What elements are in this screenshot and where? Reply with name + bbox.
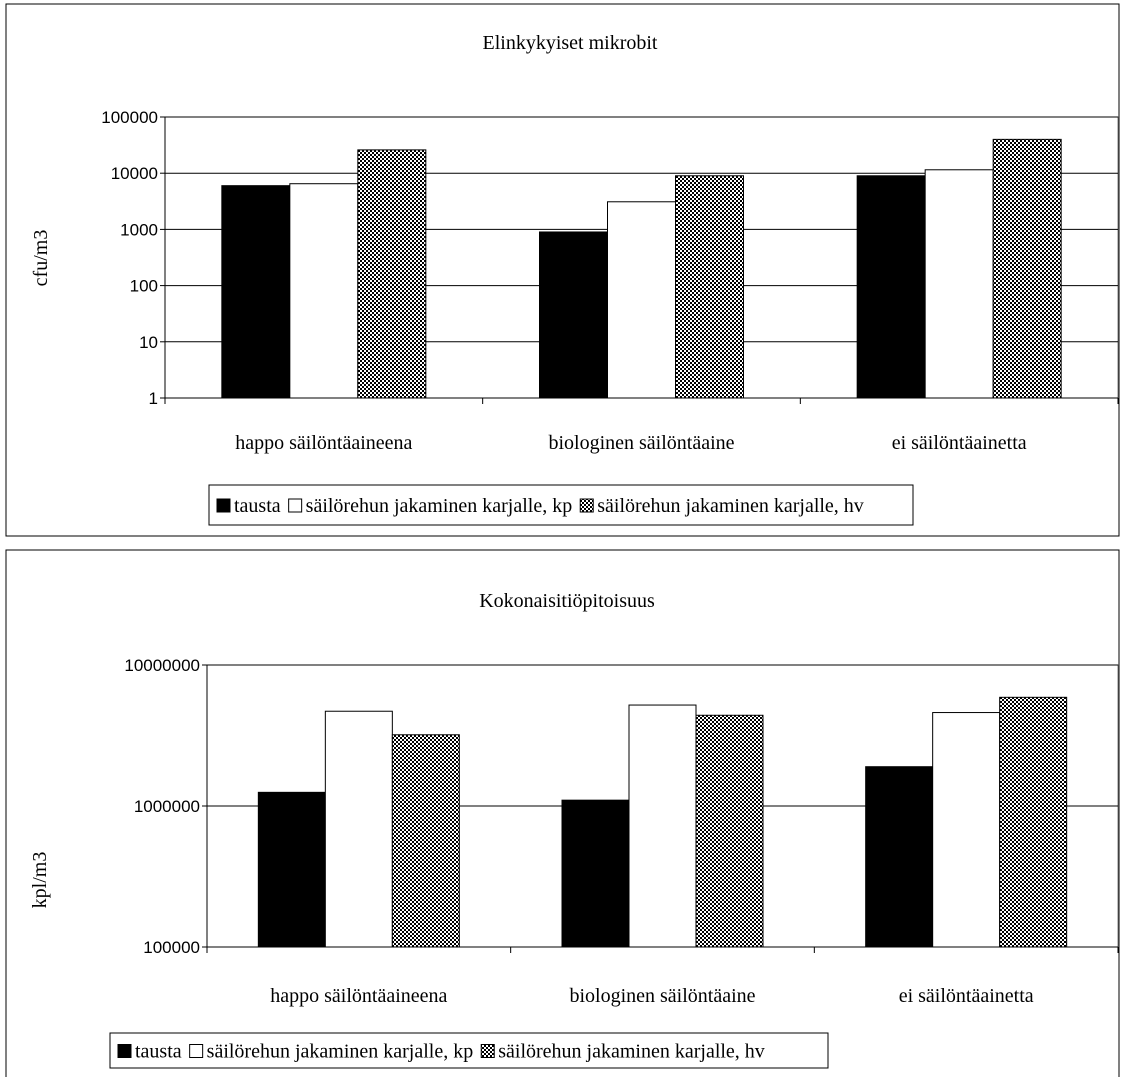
y-tick-label: 1000000 xyxy=(134,797,200,816)
bar-3-3 xyxy=(992,138,1062,399)
y-tick-label: 10 xyxy=(139,333,158,352)
bar-3-1 xyxy=(391,734,460,948)
legend-label: säilörehun jakaminen karjalle, kp xyxy=(207,1041,474,1063)
legend-swatch xyxy=(189,1044,204,1058)
bar-1-2 xyxy=(561,799,630,948)
bar-2-1 xyxy=(324,710,393,948)
y-tick-label: 1 xyxy=(149,389,158,408)
plot-area: 1 10 100 1000 10000 100000 happo säilöntäainee… xyxy=(101,108,1119,454)
y-axis-label: kpl/m3 xyxy=(29,852,51,909)
bar-2-2 xyxy=(628,704,697,948)
bar-2-3 xyxy=(924,169,994,399)
category-label: biologinen säilöntäaine xyxy=(548,432,734,454)
legend-box xyxy=(109,1032,829,1069)
chart-spores: Kokonaisitiöpitoisuus kpl/m3 10000010000… xyxy=(5,549,1120,1077)
legend-label: säilörehun jakaminen karjalle, hv xyxy=(498,1041,765,1063)
legend-label: säilörehun jakaminen karjalle, hv xyxy=(597,495,864,517)
category-label: ei säilöntäainetta xyxy=(899,985,1034,1007)
legend: tausta säilörehun jakaminen karjalle, kp s… xyxy=(208,484,914,526)
bar-1-2 xyxy=(539,231,608,399)
legend-label: tausta xyxy=(135,1041,182,1063)
category-label: biologinen säilöntäaine xyxy=(569,985,755,1007)
legend-swatch xyxy=(216,498,231,513)
chart-panel-microbes: Elinkykyiset mikrobit cfu/m3 1 10 100 1000 1… xyxy=(5,3,1120,537)
y-tick-label: 10000000 xyxy=(124,656,200,675)
category-label: happo säilöntäaineena xyxy=(235,432,412,454)
legend-swatch xyxy=(288,498,303,513)
bar-2-2 xyxy=(607,201,676,399)
legend-swatch xyxy=(579,498,594,513)
bar-3-2 xyxy=(695,714,764,948)
legend-swatch xyxy=(117,1044,132,1058)
bar-1-3 xyxy=(865,766,934,948)
category-label: happo säilöntäaineena xyxy=(270,985,447,1007)
y-tick-label: 100 xyxy=(130,277,158,296)
bar-1-1 xyxy=(257,791,326,948)
y-tick-label: 100000 xyxy=(101,108,158,127)
bar-3-3 xyxy=(999,696,1068,948)
y-tick-label: 100000 xyxy=(143,938,200,957)
chart-microbes: Elinkykyiset mikrobit cfu/m3 11010010001… xyxy=(5,3,1120,537)
legend-label: säilörehun jakaminen karjalle, kp xyxy=(306,495,573,517)
y-tick-label: 1000 xyxy=(120,220,158,239)
y-axis-label: cfu/m3 xyxy=(30,230,52,287)
plot-area: 100000 1000000 10000000 happo säilöntäainee… xyxy=(124,656,1119,1007)
chart-panel-spores: Kokonaisitiöpitoisuus kpl/m3 100000 10000… xyxy=(0,545,1125,1077)
bar-1-3 xyxy=(856,175,926,399)
legend-swatch xyxy=(480,1044,495,1058)
category-label: ei säilöntäainetta xyxy=(892,432,1027,454)
y-tick-label: 10000 xyxy=(111,164,158,183)
chart-title: Kokonaisitiöpitoisuus xyxy=(479,590,655,612)
bar-3-2 xyxy=(675,175,744,399)
bar-2-3 xyxy=(932,712,1001,948)
bar-3-1 xyxy=(357,149,427,399)
chart-title: Elinkykyiset mikrobit xyxy=(483,32,658,54)
bar-1-1 xyxy=(221,185,291,399)
bar-2-1 xyxy=(289,183,359,399)
legend: tausta säilörehun jakaminen karjalle, kp s… xyxy=(109,1032,829,1069)
legend-box xyxy=(208,484,914,526)
legend-label: tausta xyxy=(234,495,281,517)
